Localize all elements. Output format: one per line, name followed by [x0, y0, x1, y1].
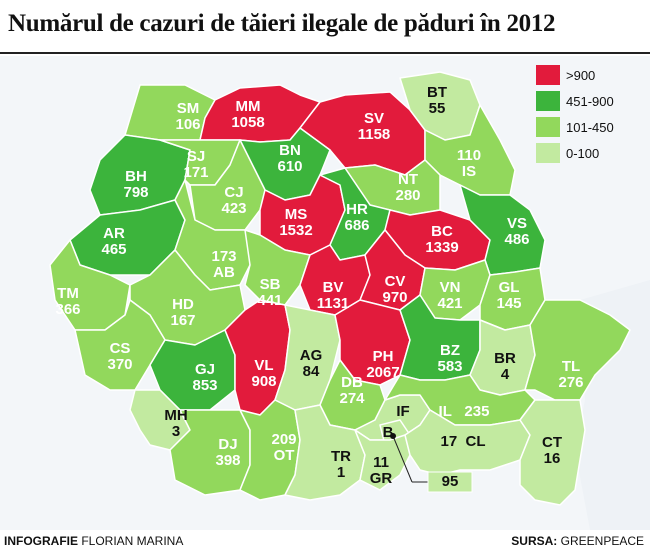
county-label-gj: GJ 853	[192, 361, 218, 394]
legend-swatch	[536, 65, 560, 85]
legend-swatch	[536, 143, 560, 163]
county-il[interactable]	[384, 374, 536, 426]
callout-dot	[390, 433, 396, 439]
county-label-ab: 173 AB	[211, 248, 237, 281]
legend-label: >900	[566, 67, 596, 83]
county-label-tr: TR 1	[331, 448, 351, 481]
county-label-bh: BH 798	[123, 168, 149, 201]
county-label-ph: PH 2067	[366, 348, 400, 381]
county-label-cs: CS 370	[107, 340, 133, 373]
callout-value: 95	[441, 473, 459, 490]
credit: INFOGRAFIE FLORIAN MARINA	[4, 534, 183, 548]
county-label-mh: MH 3	[164, 407, 188, 440]
county-label-bv: BV 1131	[316, 279, 350, 312]
county-label-bt: BT 55	[427, 84, 447, 117]
county-label-tl: TL 276	[558, 358, 584, 391]
source: SURSA: GREENPEACE	[511, 534, 644, 548]
legend-item-high: 451-900	[536, 88, 644, 114]
credit-prefix: INFOGRAFIE	[4, 534, 78, 548]
county-label-il: IL 235	[438, 403, 490, 420]
legend-item-low: 0-100	[536, 140, 644, 166]
legend-label: 451-900	[566, 93, 614, 109]
source-name: GREENPEACE	[560, 534, 644, 548]
county-label-db: DB 274	[339, 374, 365, 407]
legend-item-medium: 101-450	[536, 114, 644, 140]
county-gj[interactable]	[149, 329, 236, 411]
county-label-tm: TM 366	[55, 285, 81, 318]
county-label-if: IF	[396, 403, 410, 420]
callout-box	[427, 471, 473, 493]
county-label-gr: 11 GR	[369, 454, 393, 487]
county-label-sb: SB 441	[257, 276, 283, 309]
county-label-ar: AR 465	[101, 225, 127, 258]
legend: >900 451-900 101-450 0-100	[536, 62, 644, 166]
county-label-hd: HD 167	[170, 296, 196, 329]
county-label-vn: VN 421	[437, 279, 463, 312]
county-label-br: BR 4	[494, 350, 516, 383]
legend-label: 0-100	[566, 145, 600, 161]
county-label-ms: MS 1532	[279, 206, 313, 239]
county-label-cl: 17 CL	[440, 433, 486, 450]
county-label-dj: DJ 398	[215, 436, 241, 469]
credit-name: FLORIAN MARINA	[81, 534, 184, 548]
callout-leader	[392, 435, 413, 483]
county-label-cv: CV 970	[382, 273, 408, 306]
county-label-gl: GL 145	[496, 279, 522, 312]
source-prefix: SURSA:	[511, 534, 558, 548]
county-label-sv: SV 1158	[357, 110, 391, 143]
county-label-b: B	[382, 424, 394, 441]
legend-label: 101-450	[566, 119, 614, 135]
county-label-hr: HR 686	[344, 201, 370, 234]
county-label-is: 110 IS	[456, 147, 482, 180]
county-label-ct: CT 16	[542, 434, 562, 467]
county-label-vs: VS 486	[504, 215, 530, 248]
legend-swatch	[536, 117, 560, 137]
county-label-bc: BC 1339	[425, 223, 459, 256]
legend-item-very-high: >900	[536, 62, 644, 88]
county-label-bn: BN 610	[277, 142, 303, 175]
county-ct[interactable]	[519, 399, 586, 506]
county-label-vl: VL 908	[251, 357, 277, 390]
county-label-mm: MM 1058	[231, 98, 265, 131]
county-label-sj: SJ 171	[183, 148, 209, 181]
county-label-nt: NT 280	[395, 171, 421, 204]
title-divider	[0, 52, 650, 54]
county-label-cj: CJ 423	[221, 184, 247, 217]
county-sb[interactable]	[244, 229, 311, 306]
map-title: Numărul de cazuri de tăieri ilegale de p…	[8, 10, 556, 37]
county-label-bz: BZ 583	[437, 342, 463, 375]
legend-swatch	[536, 91, 560, 111]
county-label-ag: AG 84	[299, 347, 323, 380]
county-label-ot: 209 OT	[271, 431, 297, 464]
county-label-sm: SM 106	[175, 100, 201, 133]
county-tr[interactable]	[284, 404, 366, 501]
